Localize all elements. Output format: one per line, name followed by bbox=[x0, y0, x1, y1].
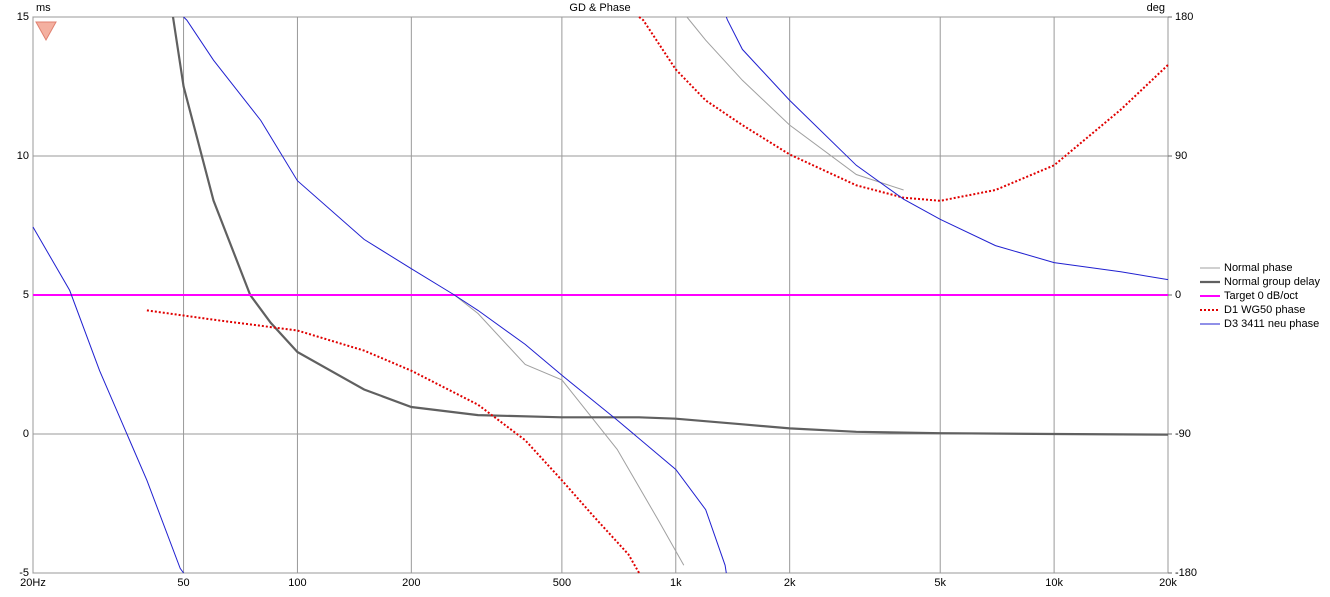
y-axis-label: ms bbox=[36, 2, 51, 14]
y2-axis-label: deg bbox=[1147, 2, 1165, 14]
x-tick-label: 10k bbox=[1045, 577, 1063, 589]
y2-tick-label: -180 bbox=[1175, 567, 1197, 579]
legend-label: Normal group delay bbox=[1224, 276, 1320, 288]
legend-label: D3 3411 neu phase bbox=[1224, 318, 1319, 330]
series-line bbox=[32, 16, 1169, 574]
y-tick-label: 15 bbox=[17, 11, 29, 23]
x-tick-label: 2k bbox=[784, 577, 796, 589]
x-tick-label: 200 bbox=[402, 577, 420, 589]
y-tick-label: 10 bbox=[17, 150, 29, 162]
y-tick-label: -5 bbox=[19, 567, 29, 579]
x-tick-label: 1k bbox=[670, 577, 682, 589]
x-tick-label: 100 bbox=[288, 577, 306, 589]
legend-label: Target 0 dB/oct bbox=[1224, 290, 1298, 302]
series-line bbox=[454, 16, 904, 566]
x-tick-label: 20Hz bbox=[20, 577, 46, 589]
x-tick-label: 5k bbox=[934, 577, 946, 589]
legend-label: D1 WG50 phase bbox=[1224, 304, 1305, 316]
x-tick-label: 500 bbox=[553, 577, 571, 589]
y-tick-label: 0 bbox=[23, 428, 29, 440]
logo bbox=[35, 21, 57, 42]
x-tick-label: 50 bbox=[177, 577, 189, 589]
series-line bbox=[171, 16, 1169, 436]
y2-tick-label: 180 bbox=[1175, 11, 1193, 23]
y-tick-label: 5 bbox=[23, 289, 29, 301]
y2-tick-label: -90 bbox=[1175, 428, 1191, 440]
x-tick-label: 20k bbox=[1159, 577, 1177, 589]
y2-tick-label: 0 bbox=[1175, 289, 1181, 301]
y2-tick-label: 90 bbox=[1175, 150, 1187, 162]
chart-title: GD & Phase bbox=[569, 2, 630, 14]
series-line bbox=[146, 16, 1169, 574]
legend-label: Normal phase bbox=[1224, 262, 1292, 274]
